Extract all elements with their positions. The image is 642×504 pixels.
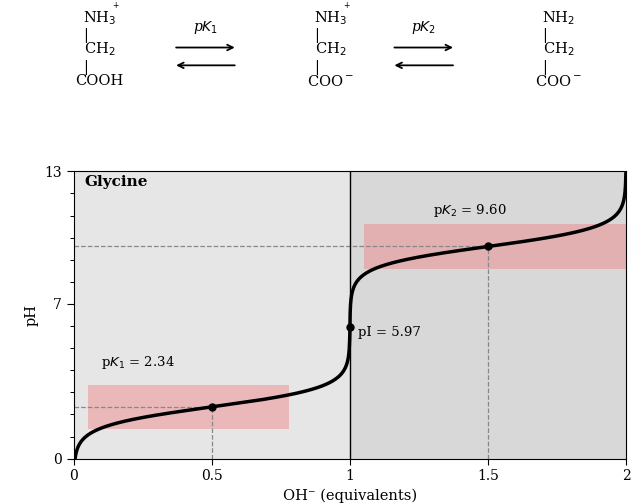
Text: $^+$: $^+$ <box>111 1 120 11</box>
Text: p$K_2$: p$K_2$ <box>411 19 437 36</box>
Text: |: | <box>314 28 319 43</box>
Text: pI = 5.97: pI = 5.97 <box>358 326 421 339</box>
Text: CH$_2$: CH$_2$ <box>83 41 116 58</box>
Y-axis label: pH: pH <box>25 304 39 326</box>
Text: CH$_2$: CH$_2$ <box>315 41 347 58</box>
Text: COO$^-$: COO$^-$ <box>308 74 354 89</box>
Text: COOH: COOH <box>75 74 124 88</box>
Text: |: | <box>83 60 88 75</box>
Text: p$K_2$ = 9.60: p$K_2$ = 9.60 <box>433 203 507 219</box>
Text: NH$_3$: NH$_3$ <box>314 9 347 27</box>
Text: |: | <box>83 28 88 43</box>
Bar <box>363 224 626 269</box>
Text: NH$_2$: NH$_2$ <box>542 9 575 27</box>
Bar <box>350 171 626 459</box>
Text: Glycine: Glycine <box>85 175 148 188</box>
Text: NH$_3$: NH$_3$ <box>83 9 116 27</box>
Text: $^+$: $^+$ <box>342 1 351 11</box>
Text: |: | <box>542 60 547 75</box>
Text: p$K_1$: p$K_1$ <box>193 19 218 36</box>
Text: p$K_1$ = 2.34: p$K_1$ = 2.34 <box>101 354 175 371</box>
Text: |: | <box>542 28 547 43</box>
Bar <box>87 385 289 429</box>
Text: |: | <box>314 60 319 75</box>
Text: COO$^-$: COO$^-$ <box>535 74 582 89</box>
X-axis label: OH⁻ (equivalents): OH⁻ (equivalents) <box>283 488 417 503</box>
Text: CH$_2$: CH$_2$ <box>542 41 575 58</box>
